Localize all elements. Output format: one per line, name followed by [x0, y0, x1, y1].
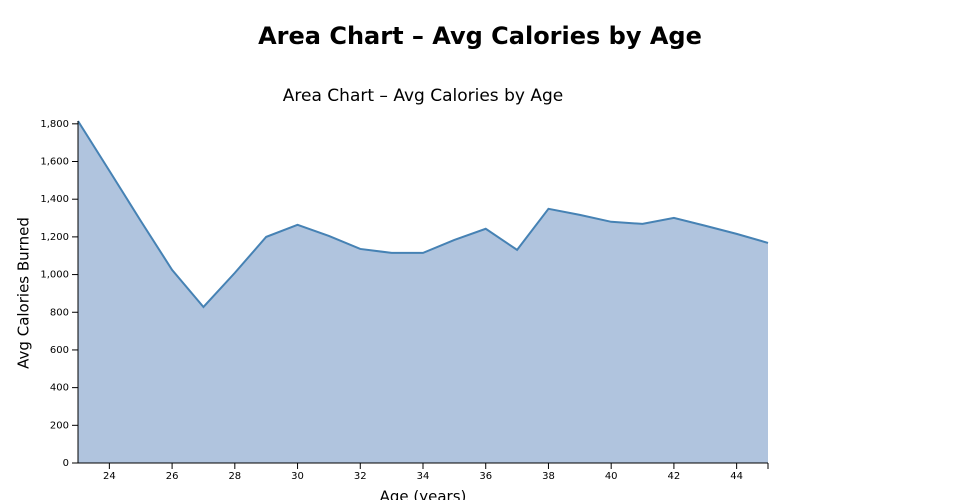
x-tick-label: 26: [166, 471, 179, 482]
y-tick-label: 1,800: [40, 119, 69, 130]
chart-title: Area Chart – Avg Calories by Age: [283, 86, 563, 106]
x-tick-label: 24: [103, 471, 116, 482]
y-tick-label: 400: [50, 383, 69, 394]
x-tick-label: 30: [291, 471, 304, 482]
y-tick-label: 1,400: [40, 194, 69, 205]
x-axis-label: Age (years): [380, 488, 467, 501]
x-tick-label: 40: [605, 471, 618, 482]
x-tick-label: 44: [730, 471, 743, 482]
page-title: Area Chart – Avg Calories by Age: [258, 22, 702, 50]
x-tick-label: 28: [228, 471, 241, 482]
x-tick-label: 36: [479, 471, 492, 482]
line: [77, 120, 769, 309]
y-axis-label: Avg Calories Burned: [15, 217, 33, 369]
x-tick-label: 42: [668, 471, 681, 482]
x-tick-label: 34: [417, 471, 430, 482]
y-tick-label: 0: [63, 458, 69, 469]
y-tick-label: 1,600: [40, 157, 69, 168]
y-tick-label: 600: [50, 345, 69, 356]
y-tick-label: 800: [50, 307, 69, 318]
x-tick-label: 38: [542, 471, 555, 482]
x-tick-label: 32: [354, 471, 367, 482]
y-tick-label: 200: [50, 420, 69, 431]
y-tick-label: 1,000: [40, 270, 69, 281]
area: [78, 121, 768, 463]
y-tick-label: 1,200: [40, 232, 69, 243]
